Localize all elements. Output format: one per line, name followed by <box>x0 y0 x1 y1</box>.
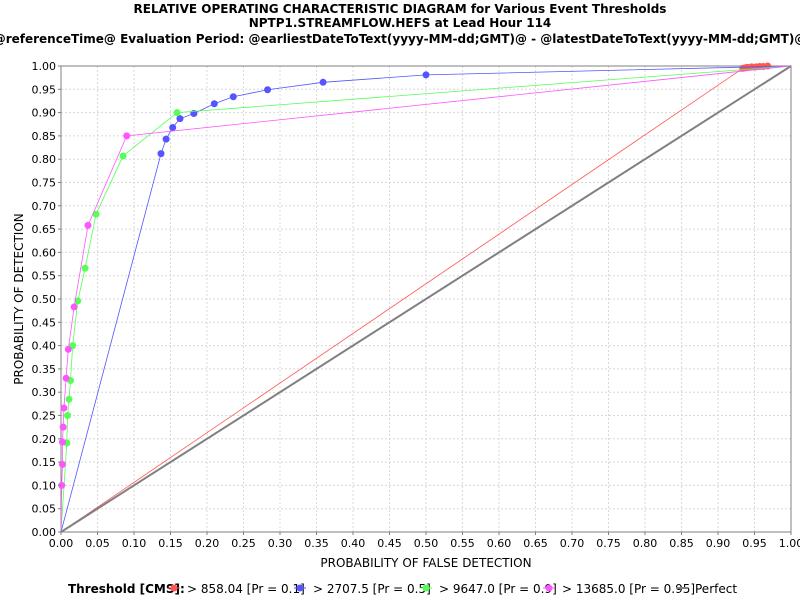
legend-marker <box>422 584 430 592</box>
data-point <box>64 412 72 419</box>
x-tick-label: 0.00 <box>49 537 74 550</box>
y-tick-label: 0.75 <box>32 177 57 190</box>
y-tick-label: 0.95 <box>32 83 57 96</box>
data-point <box>81 264 89 272</box>
x-tick-label: 0.15 <box>158 537 183 550</box>
data-point <box>92 210 100 218</box>
data-point <box>65 395 73 403</box>
data-point <box>70 303 78 311</box>
y-tick-label: 0.00 <box>32 526 57 539</box>
y-tick-label: 0.50 <box>32 293 57 306</box>
y-tick-label: 0.65 <box>32 223 57 236</box>
y-tick-label: 0.35 <box>32 363 57 376</box>
y-tick-label: 0.25 <box>32 410 57 423</box>
legend-title: Threshold [CMS]: <box>68 582 185 596</box>
data-point <box>74 297 82 305</box>
data-point <box>210 100 218 108</box>
y-tick-label: 0.90 <box>32 107 57 120</box>
legend-marker <box>296 584 304 592</box>
x-tick-label: 0.65 <box>523 537 548 550</box>
chart-subtitle: NPTP1.STREAMFLOW.HEFS at Lead Hour 114 <box>249 16 552 30</box>
y-tick-label: 0.10 <box>32 479 57 492</box>
data-point <box>84 221 92 229</box>
legend: Threshold [CMS]: > 858.04 [Pr = 0.1] > 27… <box>68 582 737 596</box>
x-axis-ticks: 0.00 0.05 0.10 0.15 0.20 0.25 0.30 0.35 0.40 0.45… <box>49 532 800 550</box>
x-tick-label: 0.90 <box>706 537 731 550</box>
data-point <box>60 404 68 412</box>
x-tick-label: 0.55 <box>450 537 475 550</box>
series-3 <box>58 65 792 533</box>
y-tick-label: 0.05 <box>32 503 57 516</box>
data-point <box>58 481 66 489</box>
data-point <box>58 460 66 468</box>
legend-label: > 9647.0 [Pr = 0.9] <box>439 582 557 596</box>
x-tick-label: 0.20 <box>195 537 220 550</box>
y-tick-label: 0.70 <box>32 200 57 213</box>
y-tick-label: 0.40 <box>32 340 57 353</box>
grid-lines <box>60 65 792 533</box>
data-point <box>62 374 70 382</box>
legend-label: > 858.04 [Pr = 0.1] <box>187 582 305 596</box>
y-tick-label: 0.20 <box>32 433 57 446</box>
y-axis-label: PROBABILITY OF DETECTION <box>12 213 26 385</box>
legend-label: > 13685.0 [Pr = 0.95] <box>562 582 695 596</box>
series-4 <box>60 65 792 533</box>
y-tick-label: 0.60 <box>32 246 57 259</box>
data-point <box>264 86 272 94</box>
x-tick-label: 0.35 <box>304 537 329 550</box>
x-tick-label: 0.05 <box>85 537 110 550</box>
y-tick-label: 0.30 <box>32 386 57 399</box>
data-point <box>169 124 177 132</box>
series-1 <box>60 65 792 533</box>
data-point <box>173 109 181 117</box>
y-tick-label: 0.85 <box>32 130 57 143</box>
data-point <box>123 132 131 140</box>
x-tick-label: 0.40 <box>341 537 366 550</box>
x-tick-label: 0.45 <box>377 537 402 550</box>
y-axis-ticks: 0.00 0.05 0.10 0.15 0.20 0.25 0.30 0.35 0.40 0.45… <box>32 60 61 539</box>
data-point <box>59 423 67 431</box>
y-tick-label: 0.15 <box>32 456 57 469</box>
x-tick-label: 0.70 <box>560 537 585 550</box>
x-tick-label: 0.85 <box>669 537 694 550</box>
y-tick-label: 1.00 <box>32 60 57 73</box>
data-point <box>58 438 66 446</box>
y-tick-label: 0.80 <box>32 153 57 166</box>
legend-marker <box>545 584 553 592</box>
chart-title: RELATIVE OPERATING CHARACTERISTIC DIAGRA… <box>134 2 667 16</box>
x-tick-label: 0.10 <box>122 537 147 550</box>
x-tick-label: 0.80 <box>633 537 658 550</box>
data-point <box>64 345 72 353</box>
data-point <box>229 93 237 101</box>
series-layer <box>58 62 792 533</box>
data-point <box>176 115 184 123</box>
x-axis-label: PROBABILITY OF FALSE DETECTION <box>320 556 531 570</box>
data-point <box>422 71 430 79</box>
x-tick-label: 0.75 <box>596 537 621 550</box>
x-tick-label: 1.00 <box>779 537 800 550</box>
x-tick-label: 0.95 <box>742 537 767 550</box>
x-tick-label: 0.25 <box>231 537 256 550</box>
chart-subtitle-2: @referenceTime@ Evaluation Period: @earl… <box>0 32 800 46</box>
x-tick-label: 0.50 <box>414 537 439 550</box>
data-point <box>162 135 170 143</box>
data-point <box>119 152 127 160</box>
series-line <box>60 65 792 533</box>
y-tick-label: 0.45 <box>32 316 57 329</box>
x-tick-label: 0.30 <box>268 537 293 550</box>
data-point <box>157 150 165 158</box>
x-tick-label: 0.60 <box>487 537 512 550</box>
series-line <box>60 65 792 533</box>
legend-marker <box>170 584 178 592</box>
y-tick-label: 0.55 <box>32 270 57 283</box>
data-point <box>319 78 327 86</box>
legend-label: Perfect <box>695 582 737 596</box>
legend-label: > 2707.5 [Pr = 0.5] <box>313 582 431 596</box>
